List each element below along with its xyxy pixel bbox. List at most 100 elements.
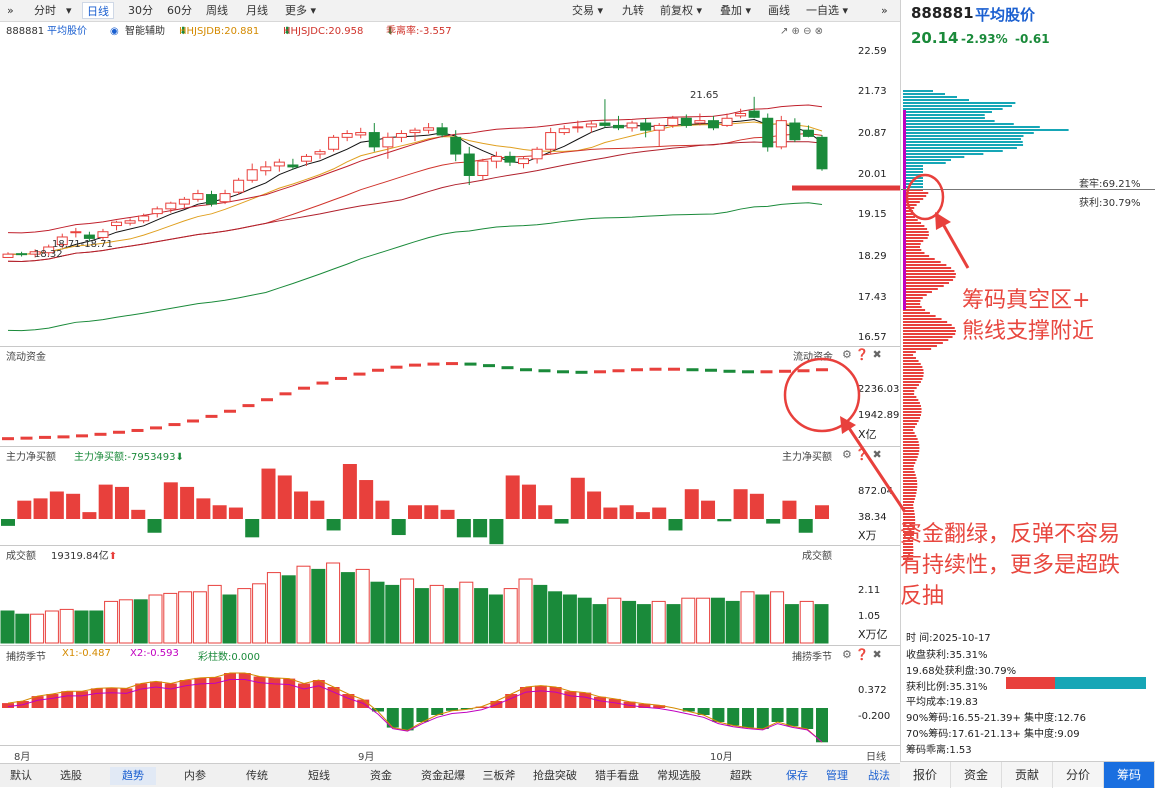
tab-hunter[interactable]: 猎手看盘 <box>595 769 639 782</box>
flow-mark <box>723 369 736 373</box>
chip-bar <box>903 348 932 350</box>
candle-body <box>436 127 448 136</box>
tab-fund[interactable]: 资金 <box>370 769 392 782</box>
main-net-bar <box>310 500 325 519</box>
tab-fund-burst[interactable]: 资金起爆 <box>421 769 465 782</box>
candle-body <box>328 136 340 150</box>
smart-assist-label[interactable]: 智能辅助 <box>125 26 165 37</box>
tab-daily[interactable]: 日线 <box>82 2 114 19</box>
tab-capital[interactable]: 资金 <box>951 762 1002 788</box>
season-bar <box>46 694 59 708</box>
tab-price-dist[interactable]: 分价 <box>1053 762 1104 788</box>
dropdown-icon[interactable]: ▾ <box>66 4 72 17</box>
season-bar <box>682 708 695 712</box>
tab-regular[interactable]: 常规选股 <box>657 769 701 782</box>
chip-bar <box>903 417 920 419</box>
turnover-bar <box>548 591 563 644</box>
collapse-right-icon[interactable]: » <box>881 4 888 17</box>
main-net-bar <box>798 519 813 533</box>
chip-bar <box>903 336 953 338</box>
chip-bar <box>903 405 921 407</box>
watchlist-menu[interactable]: 一自选 ▾ <box>806 4 849 17</box>
tab-60min[interactable]: 60分 <box>167 4 192 17</box>
season-bar <box>298 683 310 708</box>
stock-name: 平均股价 <box>47 26 87 37</box>
chip-bar <box>903 285 944 287</box>
draw-button[interactable]: 画线 <box>768 4 790 17</box>
tab-chips[interactable]: 筹码 <box>1104 762 1155 788</box>
candle-body <box>300 155 312 162</box>
indicator-row: 888881 平均股价 ◉ 智能辅助 HHJSJDB:20.881 ⬇ HHJSJ… <box>0 22 856 42</box>
tab-oversold[interactable]: 超跌 <box>730 769 752 782</box>
season-x2-line <box>7 679 823 743</box>
gear-icon[interactable]: ⚙ ❓ ✖ <box>842 648 882 661</box>
candle-body <box>572 126 584 129</box>
tab-three-axes[interactable]: 三板斧 <box>482 769 516 782</box>
chip-bar <box>903 96 957 98</box>
tab-traditional[interactable]: 传统 <box>246 769 268 782</box>
smart-assist-icon[interactable]: ◉ <box>110 26 119 37</box>
chip-bar <box>903 195 927 197</box>
chip-bar <box>903 384 919 386</box>
adjust-menu[interactable]: 前复权 ▾ <box>660 4 703 17</box>
tab-insider[interactable]: 内参 <box>184 769 206 782</box>
tab-default[interactable]: 默认 <box>10 769 32 782</box>
candle-body <box>43 246 55 254</box>
panel-icons[interactable]: ↗ ⊕ ⊖ ⊗ <box>780 26 824 37</box>
collapse-icon[interactable]: » <box>7 4 14 17</box>
tab-contribution[interactable]: 贡献 <box>1002 762 1053 788</box>
main-net-bar <box>180 486 195 519</box>
season-x2: X2:-0.593 <box>130 648 179 659</box>
chip-bar <box>903 378 923 380</box>
tab-shortterm[interactable]: 短线 <box>308 769 330 782</box>
turnover-bar <box>326 562 341 644</box>
turnover-bar <box>148 594 163 644</box>
save-button[interactable]: 保存 <box>786 769 808 782</box>
season-bar <box>712 708 725 722</box>
trade-menu[interactable]: 交易 ▾ <box>572 4 604 17</box>
candle-body <box>165 202 177 210</box>
candle-body <box>585 123 597 128</box>
flow-mark <box>205 414 218 418</box>
season-bar <box>786 708 799 727</box>
season-bar <box>312 680 325 708</box>
season-bar <box>90 688 103 708</box>
chip-bar <box>903 147 1017 149</box>
candle-body <box>531 148 543 160</box>
tab-breakout[interactable]: 抢盘突破 <box>533 769 577 782</box>
x-label: 8月 <box>14 752 31 763</box>
chip-bar <box>903 327 955 329</box>
main-net-bar <box>375 500 390 519</box>
tab-weekly[interactable]: 周线 <box>206 4 228 17</box>
chip-bar <box>903 465 914 467</box>
candle-body <box>192 193 204 200</box>
annotation-bottom: 资金翻绿，反弹不容易 有持续性，更多是超跌 反抽 <box>900 519 1120 612</box>
tab-quote[interactable]: 报价 <box>900 762 951 788</box>
main-chart[interactable] <box>0 0 900 763</box>
season-bar <box>61 691 74 708</box>
candle-body <box>2 253 14 258</box>
tab-monthly[interactable]: 月线 <box>246 4 268 17</box>
manage-button[interactable]: 管理 <box>826 769 848 782</box>
candle-body <box>382 136 394 148</box>
turnover-axis: 2.11 1.05 X万亿 <box>856 545 900 645</box>
main-net-bar <box>554 519 569 524</box>
tab-trend[interactable]: 趋势 <box>110 767 156 785</box>
tab-30min[interactable]: 30分 <box>128 4 153 17</box>
nine-turn-button[interactable]: 九转 <box>622 4 644 17</box>
flow-mark <box>779 369 791 373</box>
season-bar <box>135 683 148 708</box>
flow-mark <box>594 370 606 374</box>
tab-more[interactable]: 更多 ▾ <box>285 4 317 17</box>
season-bar <box>564 691 577 708</box>
turnover-bar <box>281 575 296 644</box>
candle-body <box>233 179 245 193</box>
tab-select[interactable]: 选股 <box>60 769 82 782</box>
main-net-bar <box>294 491 309 519</box>
strategy-button[interactable]: 战法 <box>868 769 890 782</box>
chip-bar <box>903 150 1003 152</box>
overlay-menu[interactable]: 叠加 ▾ <box>720 4 752 17</box>
turnover-bar <box>15 613 30 644</box>
main-net-bar <box>196 498 211 519</box>
tab-timeshare[interactable]: 分时 <box>34 4 56 17</box>
